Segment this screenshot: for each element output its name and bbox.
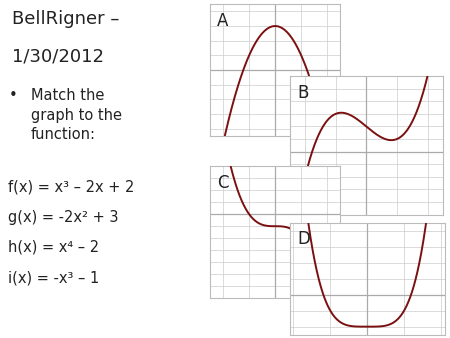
Text: 1/30/2012: 1/30/2012 (13, 47, 104, 65)
Text: D: D (297, 230, 310, 248)
Text: B: B (297, 84, 309, 102)
Text: BellRigner –: BellRigner – (13, 10, 120, 28)
Text: •: • (8, 88, 17, 103)
Text: h(x) = x⁴ – 2: h(x) = x⁴ – 2 (8, 240, 99, 255)
Text: f(x) = x³ – 2x + 2: f(x) = x³ – 2x + 2 (8, 179, 135, 194)
Text: g(x) = -2x² + 3: g(x) = -2x² + 3 (8, 210, 119, 224)
Text: Match the
graph to the
function:: Match the graph to the function: (31, 88, 122, 143)
Text: C: C (216, 174, 228, 192)
Text: A: A (216, 12, 228, 30)
Text: i(x) = -x³ – 1: i(x) = -x³ – 1 (8, 270, 99, 285)
